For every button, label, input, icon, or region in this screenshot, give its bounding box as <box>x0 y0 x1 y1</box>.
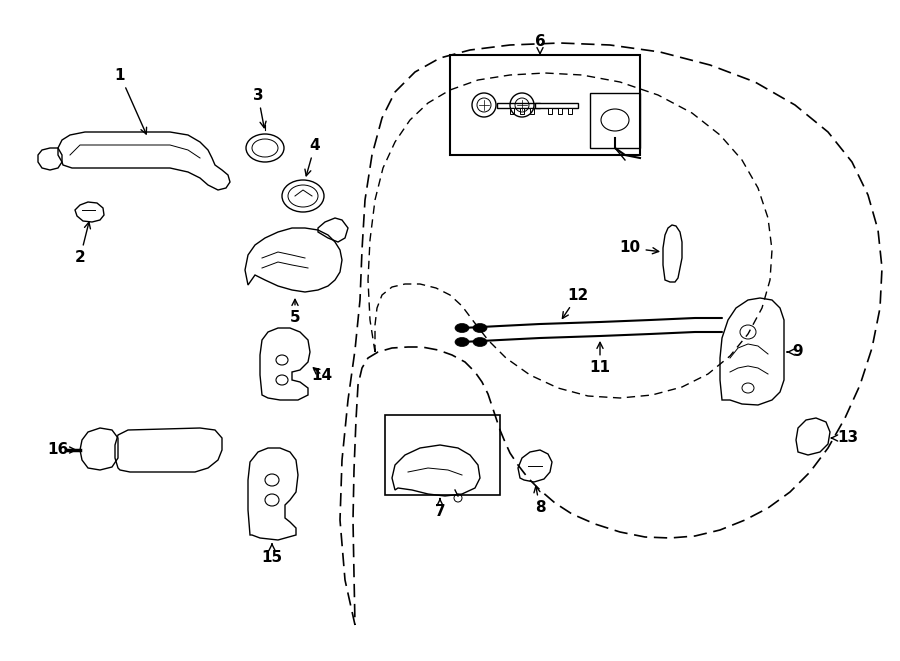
Text: 1: 1 <box>115 67 147 134</box>
Ellipse shape <box>455 338 469 346</box>
Bar <box>385 415 500 495</box>
Ellipse shape <box>455 323 469 332</box>
Polygon shape <box>520 108 524 114</box>
Text: 5: 5 <box>290 299 301 325</box>
Text: 15: 15 <box>261 544 283 566</box>
Polygon shape <box>497 102 540 108</box>
Text: 14: 14 <box>311 368 333 383</box>
Polygon shape <box>548 108 552 114</box>
Text: 2: 2 <box>75 222 90 266</box>
Ellipse shape <box>473 323 487 332</box>
Text: 13: 13 <box>832 430 859 446</box>
Text: 12: 12 <box>562 288 589 319</box>
Text: 11: 11 <box>590 342 610 375</box>
Polygon shape <box>530 108 534 114</box>
Polygon shape <box>510 108 514 114</box>
Text: 6: 6 <box>535 34 545 55</box>
Text: 3: 3 <box>253 87 266 128</box>
Text: 8: 8 <box>534 486 545 516</box>
Polygon shape <box>535 102 578 108</box>
Text: 7: 7 <box>435 499 446 520</box>
Polygon shape <box>558 108 562 114</box>
Text: 4: 4 <box>305 137 320 176</box>
Bar <box>590 93 640 148</box>
Polygon shape <box>568 108 572 114</box>
Text: 9: 9 <box>788 344 804 360</box>
Text: 10: 10 <box>619 241 659 256</box>
Bar <box>450 55 640 155</box>
Ellipse shape <box>473 338 487 346</box>
Text: 16: 16 <box>48 442 76 457</box>
